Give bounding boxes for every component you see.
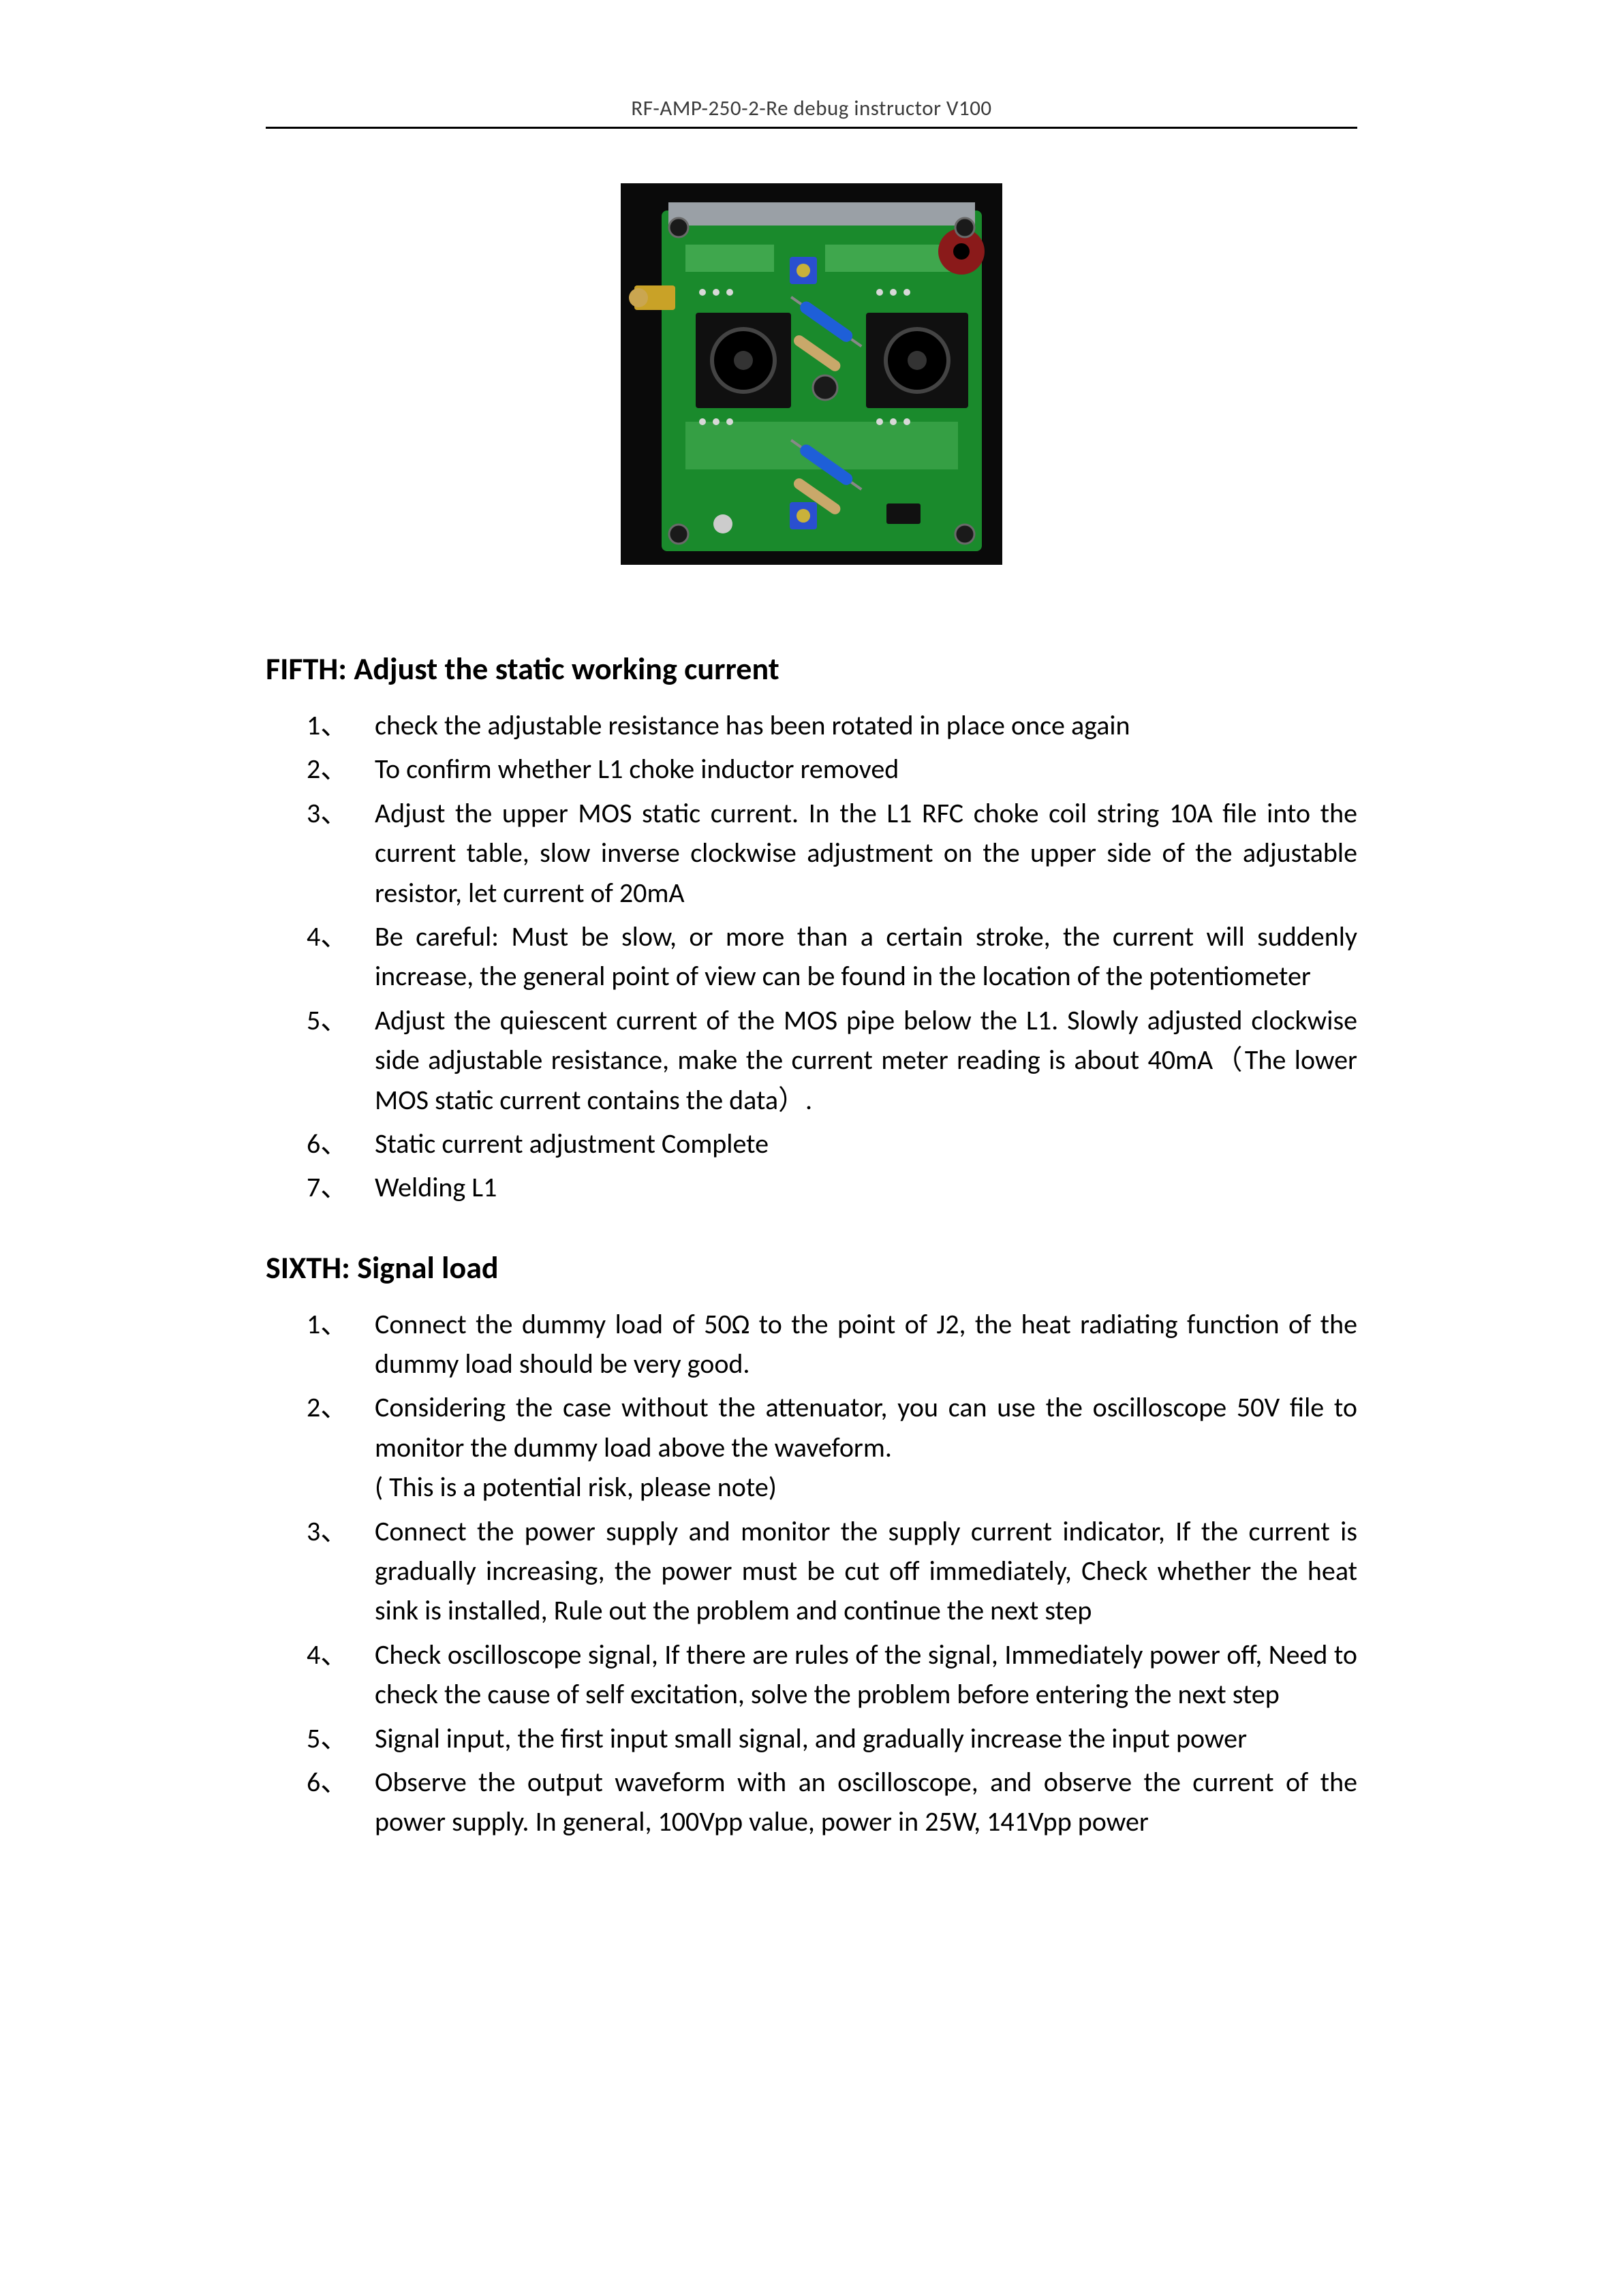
list-item: Connect the dummy load of 50Ω to the poi… (307, 1305, 1357, 1384)
section-sixth-list: Connect the dummy load of 50Ω to the poi… (266, 1305, 1357, 1842)
pcb-svg (621, 183, 1002, 565)
list-item: check the adjustable resistance has been… (307, 706, 1357, 745)
pcb-photo (266, 183, 1357, 568)
list-item-text: Considering the case without the attenua… (375, 1391, 1357, 1463)
list-item: Static current adjustment Complete (307, 1124, 1357, 1164)
list-item: Adjust the upper MOS static current. In … (307, 794, 1357, 913)
list-item-note: ( This is a potential risk, please note) (375, 1468, 1357, 1507)
list-item: Adjust the quiescent current of the MOS … (307, 1001, 1357, 1120)
section-fifth-list: check the adjustable resistance has been… (266, 706, 1357, 1208)
list-item: Considering the case without the attenua… (307, 1388, 1357, 1507)
page: RF-AMP-250-2-Re debug instructor V100 (0, 0, 1623, 2296)
section-fifth-title: FIFTH: Adjust the static working current (266, 650, 1357, 688)
list-item: Signal input, the first input small sign… (307, 1719, 1357, 1758)
list-item: Be careful: Must be slow, or more than a… (307, 917, 1357, 997)
list-item: Connect the power supply and monitor the… (307, 1512, 1357, 1631)
list-item: Observe the output waveform with an osci… (307, 1763, 1357, 1842)
list-item: Welding L1 (307, 1168, 1357, 1207)
list-item: Check oscilloscope signal, If there are … (307, 1635, 1357, 1715)
page-header: RF-AMP-250-2-Re debug instructor V100 (266, 95, 1357, 129)
list-item: To confirm whether L1 choke inductor rem… (307, 749, 1357, 789)
section-sixth-title: SIXTH: Signal load (266, 1249, 1357, 1287)
